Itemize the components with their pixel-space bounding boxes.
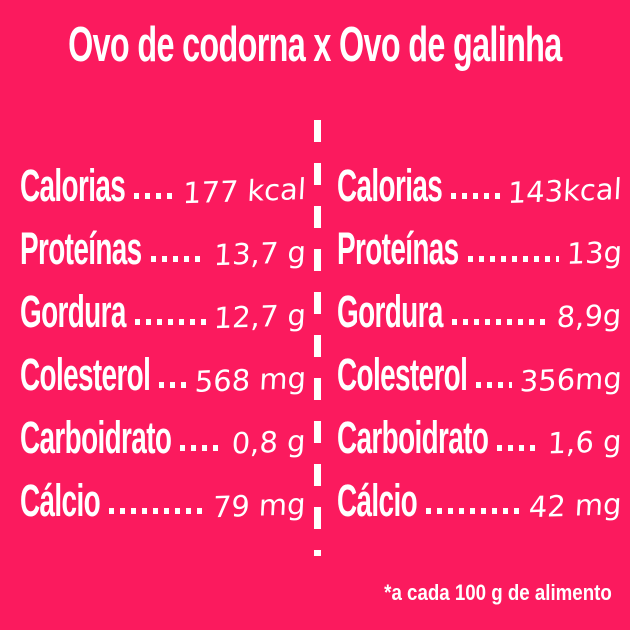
column-quail-egg: Calorias 177 kcal Proteínas 13,7 g Gordu… [20,145,307,526]
dot-leader [109,508,206,514]
nutrient-value: 42 mg [528,486,623,525]
nutrient-value: 12,7 g [212,297,307,336]
nutrition-row: Proteínas 13,7 g [20,208,307,274]
nutrition-row: Cálcio 79 mg [20,460,307,526]
nutrient-label: Carboidrato [20,412,172,463]
nutrient-value: 1,6 g [547,423,623,461]
nutrient-label: Colesterol [337,349,468,400]
nutrient-label: Carboidrato [337,412,489,463]
page-title: Ovo de codorna x Ovo de galinha [68,18,562,72]
nutrient-value: 143kcal [507,171,623,210]
nutrient-value: 13g [565,234,623,271]
nutrient-label: Calorias [20,160,126,211]
dot-leader [150,256,206,262]
nutrition-row: Carboidrato 0,8 g [20,397,307,463]
dot-leader [426,508,522,514]
dot-leader [180,445,225,451]
nutrient-value: 0,8 g [231,423,307,461]
nutrient-value: 568 mg [193,360,307,399]
dot-leader [134,319,206,325]
nutrition-row: Calorias 143kcal [337,145,623,211]
nutrient-label: Gordura [337,286,443,337]
nutrition-row: Calorias 177 kcal [20,145,307,211]
footnote: *a cada 100 g de alimento [384,580,612,605]
dot-leader [497,445,541,451]
nutrition-row: Gordura 12,7 g [20,271,307,337]
nutrient-label: Cálcio [337,475,418,526]
nutrient-value: 13,7 g [212,234,307,273]
nutrition-row: Colesterol 568 mg [20,334,307,400]
nutrient-label: Colesterol [20,349,151,400]
dot-leader [159,382,187,388]
nutrient-label: Gordura [20,286,126,337]
dot-leader [467,256,559,262]
nutrient-value: 177 kcal [181,171,307,211]
nutrient-label: Proteínas [20,223,142,274]
nutrient-value: 79 mg [212,486,307,525]
header: Ovo de codorna x Ovo de galinha [0,18,630,72]
dot-leader [476,382,512,388]
nutrient-label: Calorias [337,160,443,211]
nutrition-row: Gordura 8,9g [337,271,623,337]
nutrient-value: 8,9g [556,297,623,335]
dashed-divider [314,120,321,556]
nutrition-row: Colesterol 356mg [337,334,623,400]
nutrition-row: Carboidrato 1,6 g [337,397,623,463]
column-chicken-egg: Calorias 143kcal Proteínas 13g Gordura 8… [337,145,623,526]
nutrient-label: Cálcio [20,475,101,526]
nutrient-label: Proteínas [337,223,459,274]
dot-leader [451,319,550,325]
dot-leader [134,193,175,199]
nutrition-row: Cálcio 42 mg [337,460,623,526]
nutrition-row: Proteínas 13g [337,208,623,274]
dot-leader [451,193,501,199]
nutrient-value: 356mg [518,360,623,399]
